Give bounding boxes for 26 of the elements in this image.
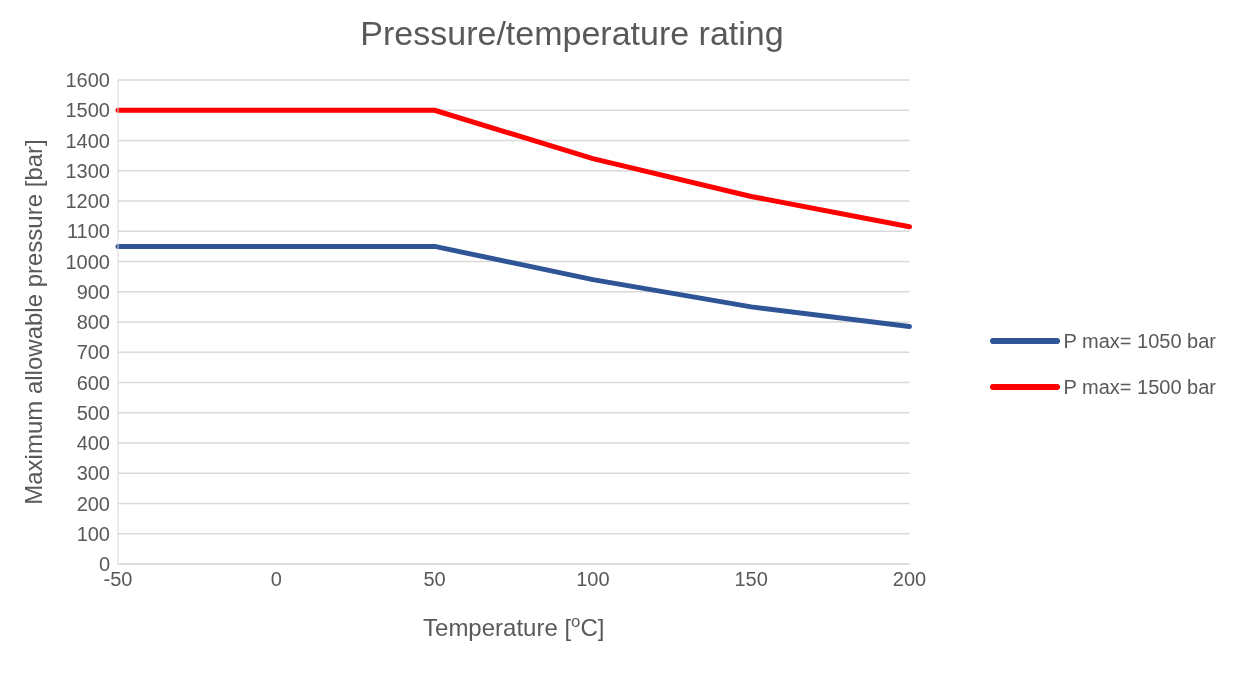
y-tick-label: 1300 [65, 159, 110, 182]
x-tick-label: 0 [270, 568, 282, 591]
y-tick-label: 900 [76, 280, 110, 303]
x-tick-label: 100 [576, 568, 610, 591]
y-tick-label: 1100 [66, 220, 110, 243]
y-tick-label: 700 [76, 341, 110, 364]
y-tick-label: 1200 [65, 190, 110, 213]
legend-label: P max= 1500 bar [1063, 375, 1216, 400]
y-tick-label: 800 [76, 311, 110, 334]
y-axis-title: Maximum allowable pressure [bar] [20, 139, 47, 505]
legend-label: P max= 1050 bar [1063, 329, 1216, 354]
x-axis-title: Temperature [$^{o}$C] [423, 611, 605, 641]
y-tick-label: 300 [76, 462, 110, 485]
y-tick-label: 1400 [65, 129, 110, 152]
y-tick-label: 100 [76, 522, 110, 545]
y-tick-label: 400 [76, 432, 110, 455]
x-tick-label: 200 [892, 568, 927, 591]
x-tick-label: 50 [423, 568, 446, 591]
y-tick-label: 1000 [65, 250, 110, 273]
y-tick-label: 200 [76, 492, 110, 515]
x-tick-label: 150 [734, 568, 768, 591]
y-tick-label: 1600 [65, 69, 110, 92]
chart-title: Pressure/temperature rating [359, 13, 785, 54]
y-tick-label: 600 [76, 371, 110, 394]
y-tick-label: 500 [76, 401, 110, 424]
y-tick-label: 1500 [65, 99, 110, 122]
